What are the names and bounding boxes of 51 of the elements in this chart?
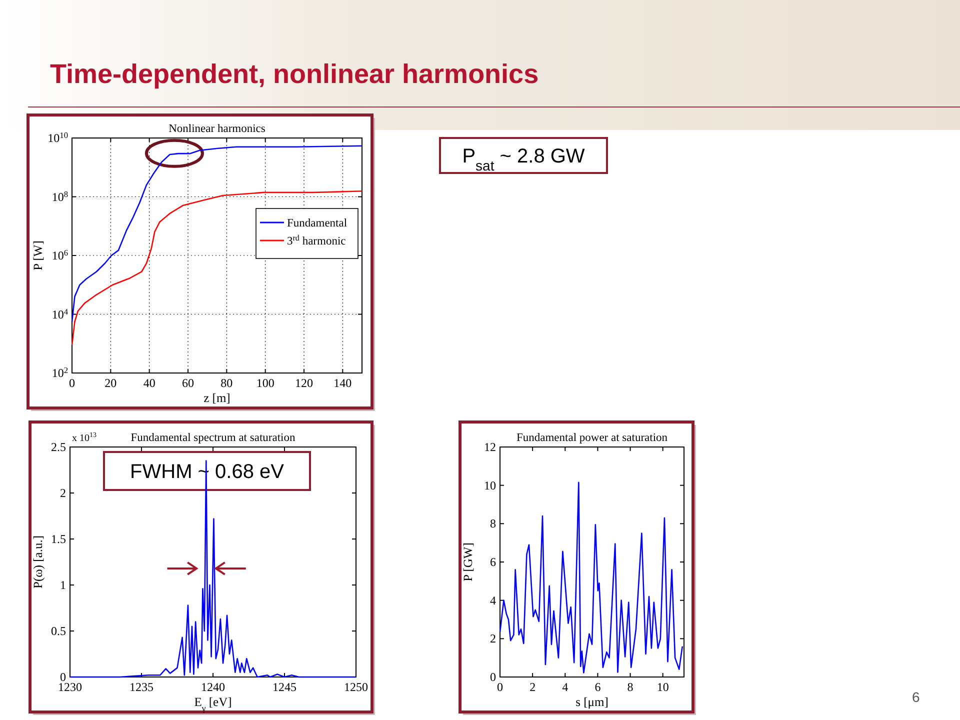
x-tick-label: 8: [627, 680, 634, 694]
y-tick-label: 2: [490, 632, 496, 646]
y-tick-label: 10$^{8}$: [52, 189, 68, 204]
x-tick-label: 4: [562, 680, 568, 694]
y-tick-label: 2: [60, 486, 66, 500]
y-tick-label: 10$^{2}$: [52, 366, 68, 380]
x-tick-label: 1240: [201, 680, 225, 694]
y-tick-label: 12: [484, 440, 496, 454]
x-tick-label: 20: [104, 376, 117, 390]
y-tick-label: 10: [484, 478, 496, 492]
x-tick-label: 40: [143, 376, 156, 390]
y-tick-label: 10$^{6}$: [52, 248, 68, 262]
line-series: [499, 482, 684, 674]
x-tick-label: 80: [220, 376, 233, 390]
y-tick-label: 4: [490, 593, 496, 608]
y-tick-label: 8: [490, 516, 496, 531]
x-tick-label: 1235: [130, 680, 154, 694]
legend-label: 3$^{rd}$ harmonic: [287, 233, 346, 248]
x-tick-label: 6: [594, 680, 601, 694]
text: x 10$^{13}$: [72, 431, 97, 444]
y-tick-label: 6: [490, 555, 496, 569]
y-axis-title: P [W]: [31, 240, 45, 270]
y-tick-label: 2.5: [51, 440, 66, 454]
y-axis-title: P(ω) [a.u.]: [31, 535, 45, 589]
y-tick-label: 0: [490, 670, 496, 684]
x-axis-title: E$_{γ}$ [eV]: [194, 695, 232, 713]
x-tick-label: 10: [656, 680, 669, 694]
y-axis-title: P [GW]: [461, 542, 475, 582]
x-tick-label: 1245: [272, 680, 296, 694]
legend-label: Fundamental: [287, 218, 348, 230]
y-tick-label: 10$^{10}$: [48, 130, 68, 145]
y-tick-label: 10$^{4}$: [52, 306, 69, 322]
line-series: [71, 190, 363, 346]
line-series: [69, 460, 357, 678]
x-tick-label: 120: [295, 376, 313, 390]
y-tick-label: 1: [60, 578, 66, 592]
chart-subtitle: Fundamental spectrum at saturation: [130, 432, 296, 444]
chart-subtitle: Nonlinear harmonics: [168, 123, 266, 135]
x-tick-label: 100: [256, 376, 274, 390]
x-axis-title: z [m]: [204, 391, 230, 405]
chart-title: Time-dependent, nonlinear harmonics: [50, 59, 539, 89]
x-axis-title: s [μm]: [576, 695, 608, 709]
line-series: [71, 145, 363, 322]
x-tick-label: 60: [182, 376, 194, 390]
y-tick-label: 0.5: [51, 624, 66, 638]
y-tick-label: 1.5: [51, 532, 66, 546]
x-tick-label: 140: [334, 376, 352, 390]
text: P$_{sat}$ ~ 2.8 GW: [462, 146, 585, 174]
chart-subtitle: Fundamental power at saturation: [516, 432, 668, 444]
x-tick-label: 2: [530, 680, 536, 694]
x-tick-label: 1250: [344, 680, 368, 694]
